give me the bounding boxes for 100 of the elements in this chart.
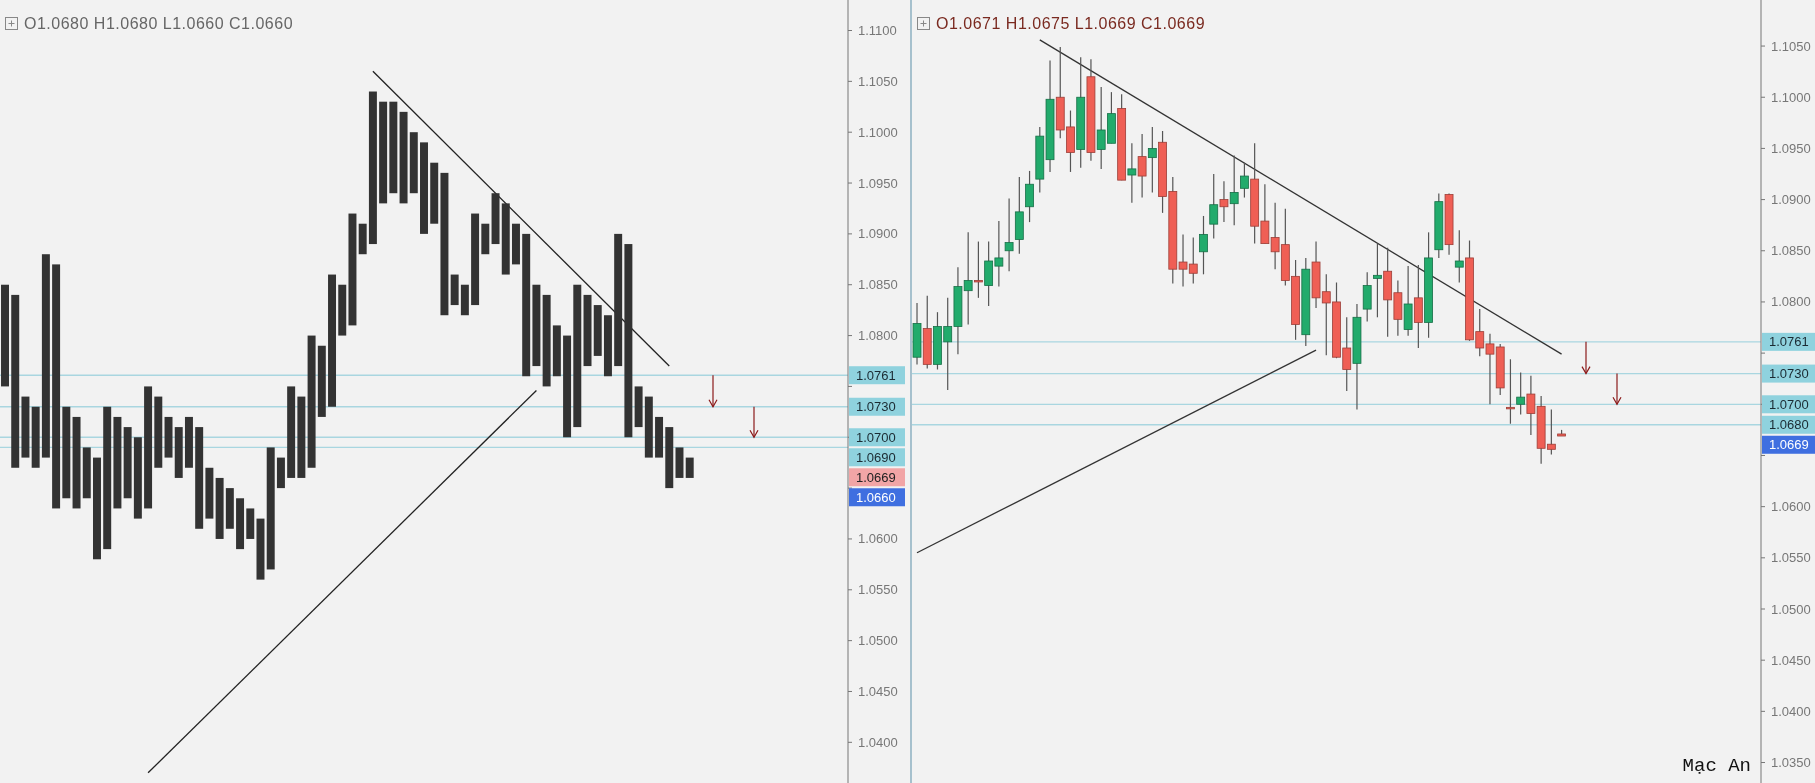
candlestick: [1516, 371, 1526, 416]
bar: [93, 457, 101, 560]
bar: [481, 223, 490, 255]
bar: [1, 284, 9, 387]
bar: [573, 284, 582, 428]
y-tick-label: 1.0500: [858, 633, 898, 649]
bar: [164, 416, 173, 458]
bar: [215, 477, 224, 539]
bar: [236, 498, 245, 550]
y-tick-label: 1.1050: [858, 73, 898, 89]
bar: [614, 233, 623, 367]
candlestick: [1025, 170, 1034, 223]
bar: [205, 467, 214, 519]
candlestick: [1362, 271, 1372, 322]
candlestick: [1219, 180, 1229, 223]
bar: [21, 396, 30, 458]
bar: [440, 172, 449, 316]
bar: [542, 294, 551, 387]
bar: [317, 345, 326, 417]
bar: [603, 315, 612, 377]
text: 1.0660: [856, 489, 896, 505]
bar: [31, 406, 40, 468]
candlestick: [1454, 229, 1464, 284]
ref-line-label: 1.0700: [856, 429, 896, 445]
bar: [62, 406, 71, 499]
bar: [154, 396, 163, 468]
y-tick-label: 1.0850: [1771, 243, 1811, 259]
bar: [82, 447, 91, 499]
y-tick-label: 1.0450: [858, 684, 898, 700]
bar: [450, 274, 459, 306]
candlestick: [1229, 154, 1239, 226]
ref-line-label: 1.0690: [856, 449, 896, 465]
bar: [307, 335, 316, 468]
bar: [338, 284, 347, 336]
candlestick: [1209, 173, 1219, 240]
bar: [174, 427, 183, 478]
bar: [225, 488, 234, 529]
ref-line-label: 1.0700: [1769, 396, 1809, 412]
bar: [72, 416, 81, 509]
bar: [634, 386, 643, 428]
candlestick: [1004, 197, 1014, 272]
y-tick-label: 1.0950: [858, 175, 898, 191]
bar: [266, 447, 275, 570]
text: O1.0671 H1.0675 L1.0669 C1.0669: [936, 15, 1206, 32]
y-tick-label: 1.0350: [1771, 755, 1811, 771]
annotation: Mạc An: [1682, 755, 1751, 777]
candlestick: [1147, 126, 1157, 194]
y-tick-label: 1.0900: [1771, 192, 1811, 208]
bar: [460, 284, 469, 316]
y-tick-label: 1.0900: [858, 226, 898, 242]
y-tick-label: 1.0600: [1771, 499, 1811, 515]
bar: [593, 305, 602, 356]
bar: [144, 386, 153, 509]
bar: [511, 223, 520, 265]
bar: [358, 223, 367, 255]
bar: [471, 213, 480, 306]
candlestick: [1506, 358, 1515, 425]
y-tick-label: 1.0800: [858, 328, 898, 344]
y-tick-label: 1.0800: [1771, 294, 1811, 310]
bar: [41, 254, 50, 458]
bar: [409, 132, 418, 194]
bar: [655, 416, 664, 458]
ref-line-label: 1.0730: [856, 399, 896, 415]
text: 1.0669: [856, 469, 896, 485]
ref-line-label: 1.0761: [856, 367, 896, 383]
y-tick-label: 1.1000: [858, 124, 898, 140]
text: 1.0669: [1769, 437, 1809, 453]
bar: [297, 396, 306, 478]
bar: [287, 386, 296, 478]
y-tick-label: 1.1100: [858, 23, 897, 39]
y-tick-label: 1.1000: [1771, 89, 1811, 105]
bar: [113, 416, 122, 509]
bar: [133, 437, 142, 519]
bar: [389, 101, 398, 194]
bar: [123, 427, 132, 499]
y-tick-label: 1.0550: [858, 582, 898, 598]
bar: [685, 457, 694, 478]
candlestick: [1199, 215, 1208, 275]
candlestick: [1127, 142, 1137, 204]
bar: [430, 162, 439, 224]
bar: [665, 427, 674, 489]
bar: [501, 203, 510, 275]
bar: [348, 213, 357, 326]
bar: [246, 508, 255, 539]
y-tick-label: 1.0400: [1771, 703, 1811, 719]
text: O1.0680 H1.0680 L1.0660 C1.0660: [24, 15, 294, 32]
y-tick-label: 1.0950: [1771, 140, 1811, 156]
bar: [184, 416, 193, 468]
y-tick-label: 1.0850: [858, 277, 898, 293]
bar: [420, 142, 428, 234]
candlestick: [1137, 133, 1147, 199]
ref-line-label: 1.0761: [1769, 334, 1809, 350]
y-tick-label: 1.0400: [858, 734, 898, 750]
bar: [532, 284, 541, 367]
bar: [491, 193, 500, 245]
bar: [624, 244, 633, 438]
ref-line-label: 1.0680: [1769, 417, 1809, 433]
y-tick-label: 1.1050: [1771, 38, 1811, 54]
y-tick-label: 1.0600: [858, 531, 898, 547]
bar: [52, 264, 61, 509]
